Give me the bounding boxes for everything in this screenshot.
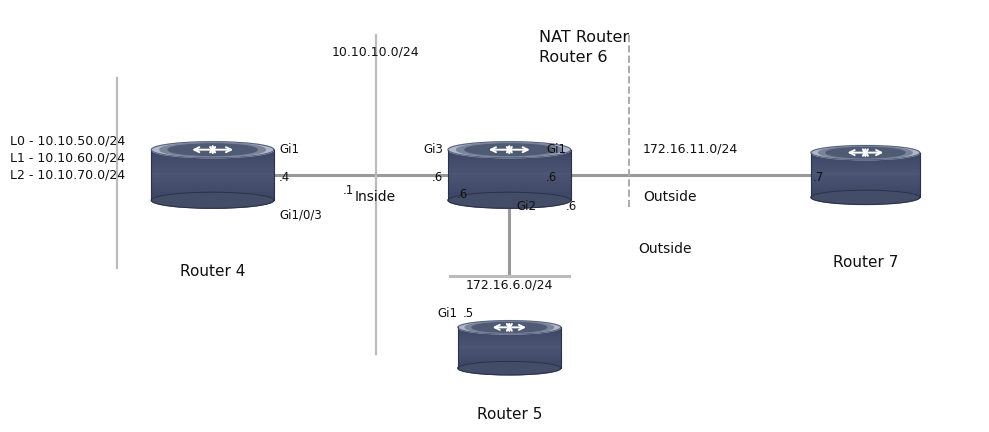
Ellipse shape	[465, 321, 554, 333]
Text: .6: .6	[457, 188, 468, 201]
Ellipse shape	[448, 192, 571, 208]
Text: Outside: Outside	[638, 242, 691, 256]
Text: .6: .6	[432, 171, 443, 184]
Text: Gi1: Gi1	[437, 307, 457, 320]
Ellipse shape	[457, 143, 562, 156]
Ellipse shape	[168, 144, 257, 156]
Ellipse shape	[811, 146, 920, 160]
Text: L0 - 10.10.50.0/24
L1 - 10.10.60.0/24
L2 - 10.10.70.0/24: L0 - 10.10.50.0/24 L1 - 10.10.60.0/24 L2…	[10, 134, 126, 181]
Ellipse shape	[151, 142, 274, 158]
Ellipse shape	[160, 143, 265, 156]
Text: 172.16.6.0/24: 172.16.6.0/24	[466, 279, 553, 292]
Text: Router 5: Router 5	[477, 407, 542, 422]
Text: 10.10.10.0/24: 10.10.10.0/24	[332, 45, 419, 58]
Text: Router 4: Router 4	[180, 264, 245, 279]
Text: Gi1/0/3: Gi1/0/3	[279, 208, 321, 221]
Text: .7: .7	[813, 171, 824, 184]
Text: Outside: Outside	[643, 190, 696, 204]
Text: Gi1: Gi1	[279, 143, 299, 156]
Text: Gi2: Gi2	[516, 200, 536, 213]
Ellipse shape	[472, 322, 547, 332]
Ellipse shape	[458, 321, 561, 334]
Ellipse shape	[819, 146, 912, 159]
Ellipse shape	[826, 147, 905, 158]
Text: NAT Router
Router 6: NAT Router Router 6	[539, 30, 629, 65]
Text: .6: .6	[566, 200, 577, 213]
Text: Router 7: Router 7	[833, 255, 898, 270]
Text: .6: .6	[546, 171, 557, 184]
Text: .1: .1	[343, 184, 354, 197]
Ellipse shape	[465, 144, 554, 156]
Text: 172.16.11.0/24: 172.16.11.0/24	[643, 143, 738, 156]
Ellipse shape	[448, 142, 571, 158]
Ellipse shape	[151, 192, 274, 208]
Text: Gi3: Gi3	[423, 143, 443, 156]
Ellipse shape	[458, 362, 561, 375]
Text: .4: .4	[279, 171, 290, 184]
Text: .5: .5	[463, 307, 474, 320]
Ellipse shape	[811, 190, 920, 204]
Text: Gi1: Gi1	[546, 143, 566, 156]
Text: Inside: Inside	[354, 190, 396, 204]
